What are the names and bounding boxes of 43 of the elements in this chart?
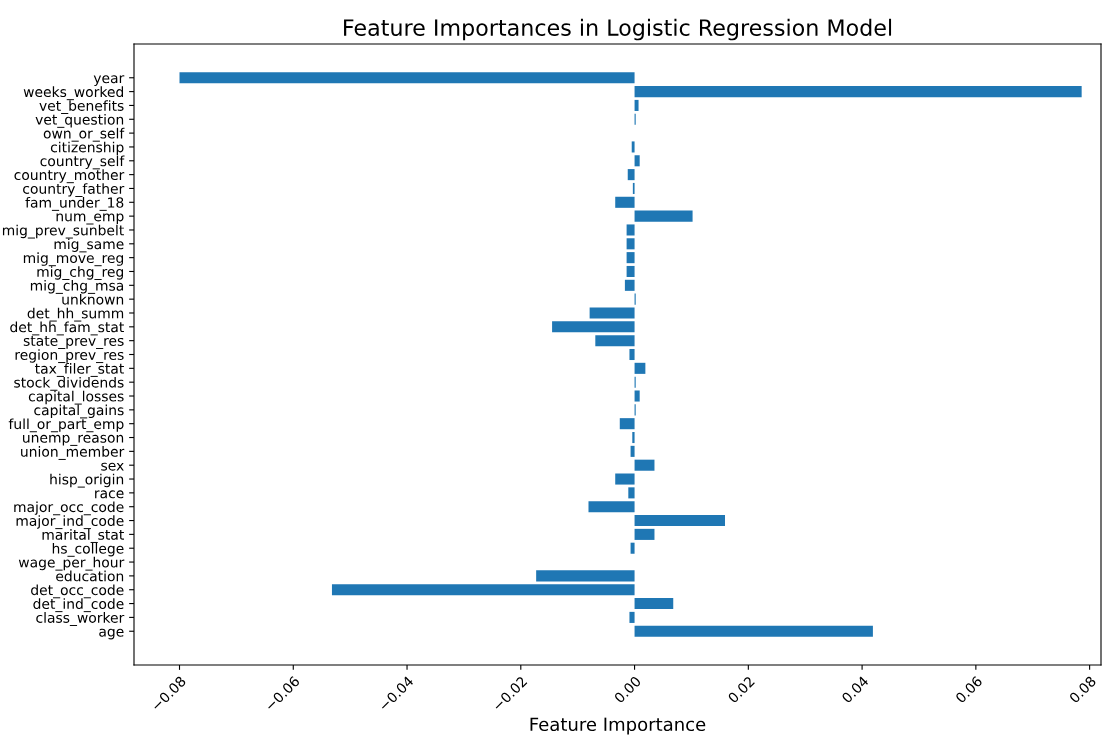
y-tick-label: major_occ_code bbox=[14, 501, 124, 516]
y-tick-label: det_hh_summ bbox=[27, 307, 124, 322]
y-tick-label: unknown bbox=[62, 293, 124, 305]
y-tick-label: year bbox=[93, 75, 125, 86]
y-tick-label: tax_filer_stat bbox=[35, 363, 124, 377]
y-tick-label: sex bbox=[101, 462, 124, 471]
y-tick-label: region_prev_res bbox=[15, 349, 124, 364]
y-tick-label: mig_same bbox=[54, 238, 124, 253]
y-tick-label: capital_gains bbox=[34, 404, 124, 419]
y-tick-label: num_emp bbox=[56, 213, 124, 225]
y-tick-label: class_worker bbox=[36, 612, 125, 626]
y-tick-label: vet_question bbox=[35, 114, 124, 128]
y-tick-label: det_occ_code bbox=[31, 584, 124, 599]
y-tick-label: hs_college bbox=[52, 542, 124, 557]
y-tick-label: det_ind_code bbox=[33, 598, 124, 613]
y-tick-label: mig_chg_reg bbox=[37, 266, 124, 281]
y-tick-label: stock_dividends bbox=[14, 376, 124, 391]
y-tick-label: capital_losses bbox=[28, 390, 124, 405]
y-tick-label: full_or_part_emp bbox=[8, 418, 124, 433]
x-axis-title: Feature Importance bbox=[530, 717, 706, 735]
y-tick-label: mig_move_reg bbox=[23, 252, 124, 267]
y-tick-label: vet_benefits bbox=[39, 100, 124, 114]
y-tick-label: country_self bbox=[40, 155, 125, 170]
y-tick-label: own_or_self bbox=[43, 127, 125, 142]
y-tick-label: hisp_origin bbox=[50, 473, 124, 488]
y-tick-label: education bbox=[56, 570, 124, 582]
y-tick-label: country_father bbox=[23, 183, 125, 198]
y-tick-label: det_hh_fam_stat bbox=[10, 321, 124, 336]
y-tick-label: unemp_reason bbox=[23, 434, 124, 446]
y-tick-label: age bbox=[99, 628, 124, 640]
y-tick-label: fam_under_18 bbox=[25, 197, 124, 211]
y-tick-label: country_mother bbox=[14, 169, 125, 184]
y-tick-label: marital_stat bbox=[42, 529, 124, 543]
y-tick-label: mig_prev_sunbelt bbox=[2, 224, 124, 239]
y-tick-label: major_ind_code bbox=[16, 515, 124, 530]
y-tick-label: wage_per_hour bbox=[18, 556, 125, 571]
y-tick-label: mig_chg_msa bbox=[30, 280, 124, 294]
chart-title: Feature Importances in Logistic Regression Model bbox=[344, 18, 892, 41]
y-tick-label: weeks_worked bbox=[23, 86, 124, 101]
y-tick-label: state_prev_res bbox=[23, 335, 124, 350]
y-tick-label: race bbox=[95, 490, 124, 499]
y-tick-label: citizenship bbox=[50, 141, 124, 156]
y-tick-label: union_member bbox=[21, 446, 125, 460]
